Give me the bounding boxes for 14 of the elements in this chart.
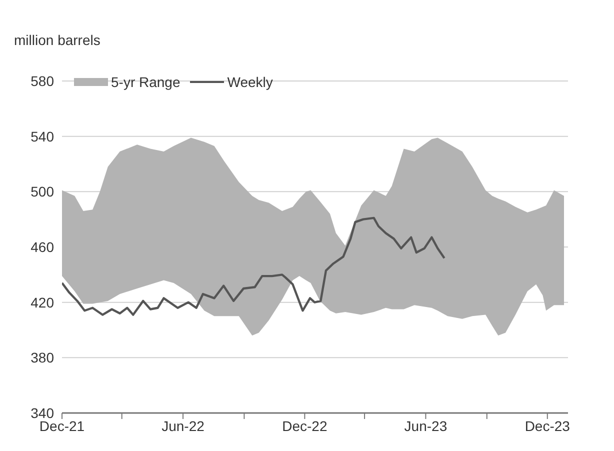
- y-tick-label: 540: [30, 128, 54, 144]
- y-tick-label: 580: [30, 72, 54, 89]
- legend-label: 5-yr Range: [111, 74, 180, 90]
- y-axis-title: million barrels: [14, 32, 100, 48]
- y-tick-label: 420: [30, 294, 54, 310]
- y-tick-label: 380: [30, 350, 54, 366]
- x-tick-label: Dec-22: [282, 418, 328, 434]
- x-tick-label: Jun-23: [404, 418, 448, 434]
- x-tick-label: Jun-22: [162, 418, 205, 434]
- legend-label: Weekly: [227, 74, 273, 90]
- y-tick-label: 460: [30, 238, 54, 255]
- line-series: [62, 216, 446, 316]
- x-tick-label: Dec-23: [524, 418, 570, 434]
- y-tick-label: 500: [30, 184, 54, 200]
